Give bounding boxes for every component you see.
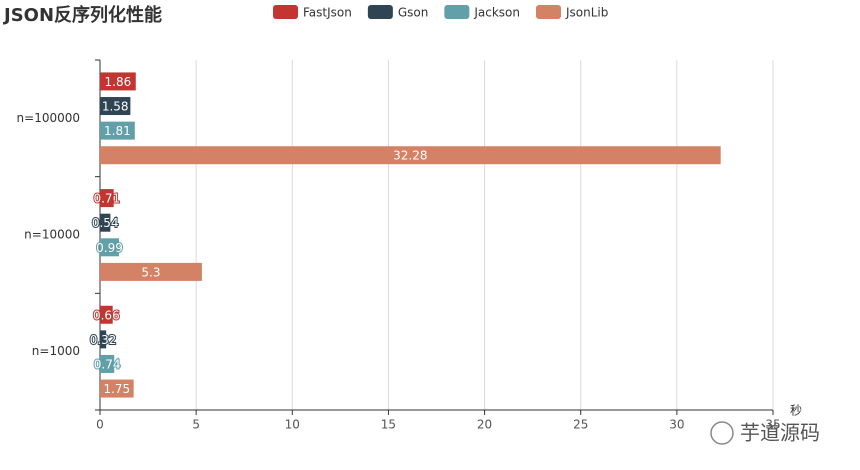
x-tick-label: 35 xyxy=(765,418,780,432)
bar xyxy=(100,213,111,232)
x-axis-label: 秒 xyxy=(790,404,802,418)
bar-value-label: 0.74 xyxy=(94,357,121,371)
bar xyxy=(100,238,120,257)
x-tick-label: 15 xyxy=(381,418,396,432)
bar xyxy=(100,97,131,116)
bar xyxy=(100,330,107,349)
bar xyxy=(100,305,113,324)
bar-value-label: 0.71 xyxy=(93,192,120,206)
watermark-text: 芋道源码 xyxy=(740,421,820,445)
x-tick-label: 5 xyxy=(192,418,200,432)
x-tick-label: 25 xyxy=(573,418,588,432)
bar xyxy=(100,379,134,398)
bar-value-label: 0.54 xyxy=(92,216,119,230)
watermark: 芋道源码 xyxy=(710,421,820,445)
y-tick-label: n=10000 xyxy=(24,228,80,242)
watermark-icon xyxy=(710,421,734,445)
bar-value-label: 0.32 xyxy=(90,333,117,347)
bar-value-label: 1.86 xyxy=(105,75,132,89)
legend-swatch xyxy=(367,5,393,19)
x-tick-label: 20 xyxy=(477,418,492,432)
legend-label: Gson xyxy=(398,6,429,20)
legend-label: JsonLib xyxy=(565,6,608,20)
x-tick-label: 0 xyxy=(96,418,104,432)
x-tick-label: 10 xyxy=(285,418,300,432)
bar-value-label: 32.28 xyxy=(393,149,427,163)
bar-value-label: 5.3 xyxy=(141,265,160,279)
bar xyxy=(100,189,114,208)
y-tick-label: n=1000 xyxy=(32,344,80,358)
chart-title: JSON反序列化性能 xyxy=(2,4,162,26)
x-tick-label: 30 xyxy=(669,418,684,432)
legend-swatch xyxy=(536,5,561,19)
bar xyxy=(100,354,115,373)
legend-label: FastJson xyxy=(303,6,352,20)
bar xyxy=(100,72,136,91)
bar xyxy=(100,121,135,140)
bar xyxy=(100,146,721,165)
bar-value-label: 1.81 xyxy=(104,124,131,138)
bar-value-label: 0.66 xyxy=(93,308,120,322)
legend-swatch xyxy=(273,5,298,19)
bar xyxy=(100,262,202,281)
bar-value-label: 1.75 xyxy=(103,382,130,396)
legend-swatch xyxy=(444,5,470,19)
y-tick-label: n=100000 xyxy=(17,111,80,125)
bar-value-label: 1.58 xyxy=(102,100,129,114)
bar-value-label: 0.99 xyxy=(96,241,123,255)
legend-label: Jackson xyxy=(473,6,520,20)
